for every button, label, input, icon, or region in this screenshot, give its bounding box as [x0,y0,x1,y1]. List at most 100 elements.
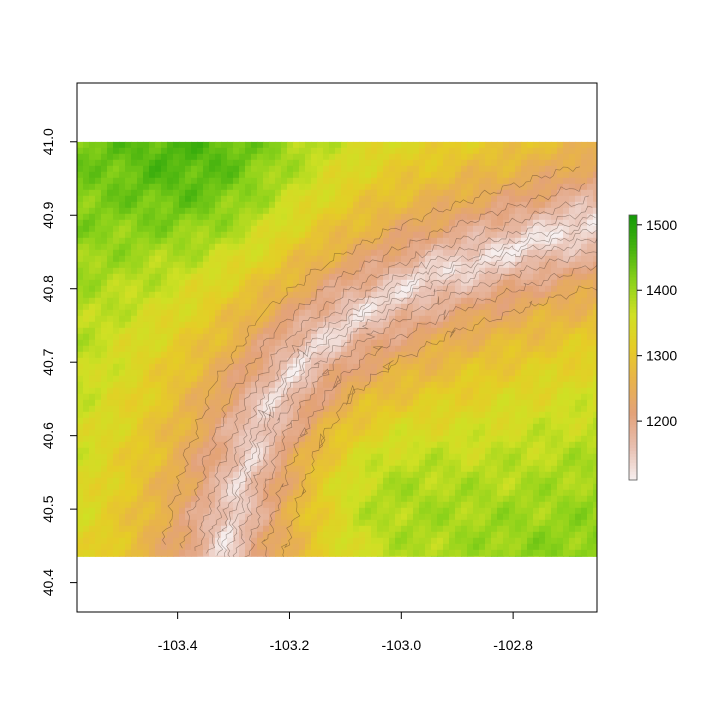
raster-cell [491,393,498,401]
raster-cell [401,309,408,317]
raster-cell [401,333,408,341]
raster-cell [581,375,588,383]
raster-cell [359,171,366,179]
raster-cell [365,393,372,401]
raster-cell [335,303,342,311]
raster-cell [419,327,426,335]
raster-cell [179,309,186,317]
raster-cell [245,393,252,401]
raster-cell [95,177,102,185]
raster-cell [125,273,132,281]
raster-cell [77,171,84,179]
raster-cell [569,261,576,269]
raster-cell [491,411,498,419]
raster-cell [131,297,138,305]
raster-cell [149,285,156,293]
raster-cell [179,339,186,347]
raster-cell [383,375,390,383]
raster-cell [581,255,588,263]
raster-cell [527,303,534,311]
raster-cell [191,423,198,431]
raster-cell [149,405,156,413]
raster-cell [101,225,108,233]
raster-cell [455,153,462,161]
raster-cell [329,429,336,437]
raster-cell [101,363,108,371]
raster-cell [149,423,156,431]
raster-cell [413,363,420,371]
raster-cell [323,243,330,251]
raster-cell [509,459,516,467]
raster-cell [389,387,396,395]
raster-cell [95,291,102,299]
raster-cell [161,471,168,479]
raster-cell [575,321,582,329]
raster-cell [179,357,186,365]
raster-cell [575,201,582,209]
raster-cell [239,339,246,347]
raster-cell [503,237,510,245]
raster-cell [311,297,318,305]
raster-cell [269,285,276,293]
raster-cell [203,279,210,287]
raster-cell [383,177,390,185]
raster-cell [137,315,144,323]
raster-cell [239,165,246,173]
raster-cell [173,471,180,479]
raster-cell [299,333,306,341]
raster-cell [443,303,450,311]
raster-cell [383,339,390,347]
raster-cell [497,435,504,443]
raster-cell [317,141,324,149]
raster-cell [119,297,126,305]
raster-cell [179,375,186,383]
raster-cell [173,441,180,449]
raster-cell [479,471,486,479]
raster-cell [101,483,108,491]
raster-cell [173,207,180,215]
raster-cell [347,171,354,179]
raster-cell [233,435,240,443]
raster-cell [509,477,516,485]
raster-cell [263,213,270,221]
raster-cell [293,471,300,479]
raster-cell [449,381,456,389]
raster-cell [365,273,372,281]
raster-cell [305,297,312,305]
raster-cell [515,249,522,257]
raster-cell [413,393,420,401]
raster-cell [527,339,534,347]
raster-cell [131,393,138,401]
raster-cell [269,321,276,329]
raster-cell [209,243,216,251]
raster-cell [149,201,156,209]
raster-cell [401,291,408,299]
raster-cell [323,381,330,389]
raster-cell [311,423,318,431]
raster-cell [341,213,348,221]
raster-cell [299,339,306,347]
raster-cell [227,201,234,209]
raster-cell [305,453,312,461]
raster-cell [227,225,234,233]
raster-cell [419,459,426,467]
raster-cell [533,171,540,179]
raster-cell [251,471,258,479]
raster-cell [509,333,516,341]
raster-cell [257,159,264,167]
raster-cell [437,225,444,233]
raster-cell [569,363,576,371]
raster-cell [365,177,372,185]
raster-cell [179,225,186,233]
raster-cell [539,201,546,209]
raster-cell [527,405,534,413]
raster-cell [389,147,396,155]
raster-cell [257,255,264,263]
raster-cell [527,183,534,191]
raster-cell [449,459,456,467]
raster-cell [77,471,84,479]
raster-cell [593,381,597,389]
raster-cell [347,177,354,185]
raster-cell [191,405,198,413]
raster-cell [221,231,228,239]
